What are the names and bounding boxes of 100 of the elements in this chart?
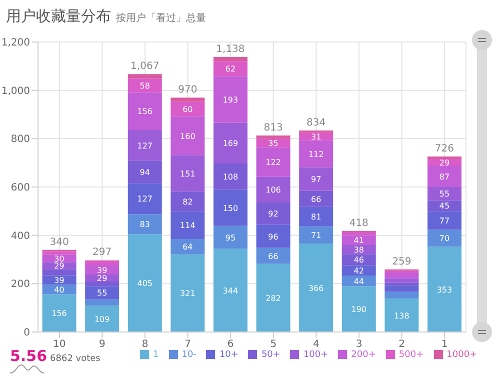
bar (342, 286, 376, 332)
data-label: 138 (394, 311, 410, 320)
bar (213, 248, 248, 332)
bar (85, 281, 120, 286)
data-label: 156 (137, 107, 153, 116)
data-label: 35 (268, 139, 278, 148)
data-label: 81 (310, 212, 322, 222)
bar (128, 130, 162, 161)
y-tick-label: 800 (10, 134, 30, 146)
data-label: 44 (354, 276, 364, 286)
data-label: 62 (225, 64, 236, 74)
bar (170, 102, 205, 116)
bar (128, 214, 162, 234)
data-label: 112 (308, 150, 324, 159)
total-label: 259 (392, 256, 412, 268)
data-label: 87 (439, 172, 450, 182)
bar (256, 202, 290, 225)
data-label: 77 (439, 216, 450, 226)
data-label: 96 (268, 232, 278, 242)
bar (384, 285, 419, 292)
bar (85, 306, 120, 332)
data-label: 29 (96, 274, 108, 283)
bar (170, 98, 205, 102)
bar (85, 286, 120, 300)
bar (299, 206, 334, 226)
legend-label: 10+ (219, 350, 238, 360)
data-label: 31 (310, 132, 322, 142)
data-label: 150 (222, 204, 238, 213)
data-label: 160 (180, 132, 196, 141)
bar (42, 251, 76, 255)
data-label: 108 (222, 172, 238, 182)
data-label: 353 (436, 285, 452, 294)
data-label: 83 (140, 220, 150, 230)
bar (299, 190, 334, 207)
data-label: 82 (182, 198, 193, 206)
text: 5.56 (10, 347, 48, 365)
data-label: 92 (268, 210, 278, 219)
y-tick-label: 200 (10, 279, 30, 290)
bar (85, 260, 120, 266)
y-tick-label: 1,200 (1, 38, 30, 49)
x-tick-label: 3 (356, 339, 362, 350)
bar (256, 224, 290, 248)
bar (299, 140, 334, 168)
bar (256, 136, 290, 139)
bar (299, 244, 334, 332)
bar (427, 166, 462, 187)
bar (213, 122, 248, 164)
data-label: 55 (96, 288, 108, 298)
bar (213, 190, 248, 226)
data-label: 193 (222, 95, 238, 104)
x-tick-label: 9 (99, 339, 106, 350)
data-label: 55 (439, 190, 450, 199)
bar (170, 192, 205, 212)
data-label: 151 (180, 169, 196, 178)
data-label: 41 (354, 236, 364, 246)
bar (256, 264, 290, 332)
data-label: 39 (54, 276, 64, 285)
bar (128, 78, 162, 92)
legend-label: 500+ (398, 350, 424, 360)
bar (170, 211, 205, 239)
bar (256, 147, 290, 177)
bar (85, 299, 120, 306)
data-label: 97 (310, 175, 322, 184)
total-label: 1,138 (216, 44, 245, 55)
data-label: 169 (222, 139, 238, 148)
total-label: 297 (92, 247, 112, 258)
bar (256, 176, 290, 202)
bar (299, 226, 334, 244)
data-label: 70 (439, 234, 450, 244)
data-label: 94 (140, 168, 150, 178)
bar (213, 61, 248, 76)
data-label: 106 (266, 186, 281, 195)
data-label: 190 (351, 305, 367, 314)
bar (213, 56, 248, 62)
bar (213, 164, 248, 190)
bar (42, 294, 76, 332)
bar (342, 254, 376, 266)
x-tick-label: 2 (398, 339, 405, 350)
data-label: 405 (137, 279, 153, 288)
bar (170, 254, 205, 332)
data-label: 45 (439, 202, 450, 211)
x-tick-label: 4 (313, 339, 320, 350)
bar (342, 231, 376, 236)
legend-label: 200+ (351, 350, 376, 360)
bar (170, 155, 205, 192)
data-label: 109 (94, 314, 110, 324)
data-label: 344 (222, 286, 238, 296)
bar (213, 226, 248, 249)
bar (299, 167, 334, 191)
data-label: 58 (140, 81, 150, 90)
x-tick-label: 7 (184, 339, 191, 350)
total-label: 340 (50, 236, 69, 248)
data-label: 95 (225, 233, 236, 242)
data-label: 127 (137, 141, 153, 150)
bar (170, 238, 205, 254)
bar (342, 235, 376, 245)
x-tick-label: 10 (53, 339, 66, 350)
bar (384, 282, 419, 286)
bar (85, 265, 120, 274)
data-label: 29 (439, 158, 450, 168)
